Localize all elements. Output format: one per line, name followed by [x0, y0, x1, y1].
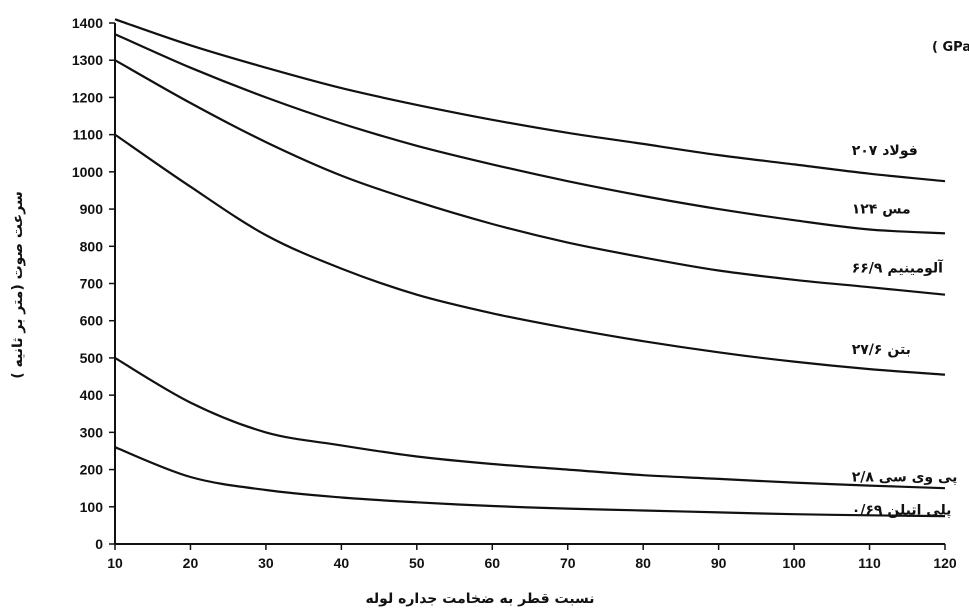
x-tick-label: 40 — [334, 555, 350, 571]
series-line-steel — [114, 18, 946, 183]
legend-title: مدول الاستیسیته (GPa ) — [932, 40, 969, 55]
y-axis-title: سرعت صوت (متر بر ثانیه ) — [10, 191, 26, 378]
y-tick-label: 1300 — [72, 52, 103, 68]
y-tick-label: 300 — [80, 424, 104, 440]
x-tick-label: 30 — [258, 555, 274, 571]
x-axis-title: نسبت قطر به ضخامت جداره لوله — [365, 591, 594, 607]
x-tick-label: 110 — [858, 555, 881, 571]
x-tick-label: 10 — [107, 555, 123, 571]
y-tick-label: 900 — [80, 201, 104, 217]
series-line-polyethylene — [114, 446, 946, 518]
y-tick-label: 700 — [80, 276, 104, 292]
y-tick-label: 600 — [80, 313, 104, 329]
y-tick-label: 1200 — [72, 89, 103, 105]
x-ticks: 10 20 30 40 50 60 70 80 90 100 110 120 — [107, 544, 957, 571]
x-tick-label: 80 — [635, 555, 651, 571]
series-line-concrete — [114, 133, 946, 376]
series-label-concrete: بتن ۲۷/۶ — [852, 342, 911, 358]
series-label-copper: مس ۱۲۴ — [852, 201, 911, 217]
y-tick-label: 1400 — [72, 15, 103, 31]
y-tick-label: 0 — [95, 536, 103, 552]
y-tick-label: 200 — [80, 462, 104, 478]
x-tick-label: 70 — [560, 555, 576, 571]
x-tick-label: 20 — [183, 555, 199, 571]
series-line-aluminium — [114, 59, 946, 296]
series-label-polyethylene: پلی اتیلن ۰/۶۹ — [852, 503, 952, 519]
series-labels: فولاد ۲۰۷ مس ۱۲۴ آلومینیم ۶۶/۹ بتن ۲۷/۶ پی و… — [852, 143, 958, 519]
series-label-pvc: پی وی سی ۲/۸ — [852, 470, 958, 486]
x-tick-label: 60 — [484, 555, 500, 571]
series-label-aluminium: آلومینیم ۶۶/۹ — [852, 258, 944, 276]
series-line-pvc — [114, 356, 946, 490]
x-tick-label: 50 — [409, 555, 425, 571]
y-tick-label: 800 — [80, 238, 104, 254]
x-tick-label: 120 — [933, 555, 957, 571]
y-tick-label: 1000 — [72, 164, 103, 180]
y-tick-label: 500 — [80, 350, 104, 366]
series-label-steel: فولاد ۲۰۷ — [852, 143, 918, 159]
y-tick-label: 100 — [80, 499, 104, 515]
y-tick-label: 1100 — [73, 127, 104, 143]
x-tick-label: 90 — [711, 555, 727, 571]
series-line-copper — [114, 33, 946, 235]
series-curves — [114, 18, 946, 518]
x-tick-label: 100 — [782, 555, 806, 571]
y-ticks: 0 100 200 300 400 500 600 700 800 900 1000 1100 1200… — [72, 15, 115, 552]
y-tick-label: 400 — [80, 387, 104, 403]
